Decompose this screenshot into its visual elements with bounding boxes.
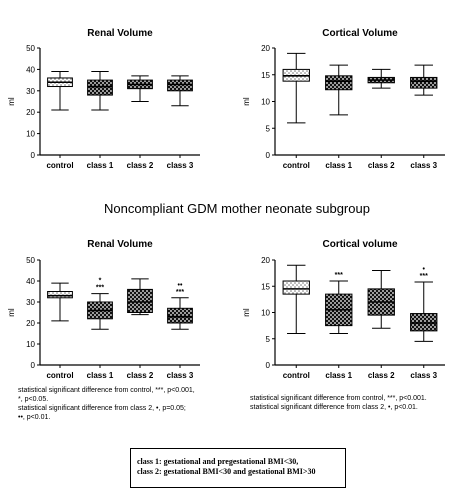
y-tick-label: 5 xyxy=(266,335,271,344)
significance-marker: *** xyxy=(335,272,343,279)
box-4 xyxy=(167,307,193,324)
significance-marker: • xyxy=(423,266,426,273)
box-1 xyxy=(47,291,73,299)
class-legend-box: class 1: gestational and pregestational … xyxy=(130,448,346,488)
box-1 xyxy=(282,280,310,295)
note-right-line: statistical significant difference from … xyxy=(250,395,427,402)
chart-title: Cortical Volume xyxy=(322,28,398,39)
significance-marker: *** xyxy=(420,273,428,280)
legend-line: class 1: gestational and pregestational … xyxy=(137,457,299,466)
notes-left: statistical significant difference from … xyxy=(18,386,233,422)
y-tick-label: 10 xyxy=(26,340,35,349)
significance-marker: *** xyxy=(176,289,184,296)
section-heading: Noncompliant GDM mother neonate subgroup xyxy=(104,201,370,216)
y-tick-label: 10 xyxy=(261,309,270,318)
chart-title: Cortical volume xyxy=(322,239,397,250)
y-tick-label: 30 xyxy=(26,298,35,307)
significance-marker: * xyxy=(99,278,102,285)
x-tick-label: class 1 xyxy=(87,161,114,170)
chart-panel-1: Renal Volume ml 0 10 20 30 40 50 control class 1 c… xyxy=(7,28,200,170)
y-tick-label: 15 xyxy=(261,71,270,80)
y-tick-label: 40 xyxy=(26,65,35,74)
box-4 xyxy=(167,79,193,92)
x-tick-label: class 2 xyxy=(127,161,154,170)
chart-panel-3: Renal Volume ml 0 10 20 30 40 50 control class 1 c… xyxy=(7,239,200,380)
x-tick-label: control xyxy=(283,371,310,380)
chart-title: Renal Volume xyxy=(87,28,153,39)
y-axis-label: ml xyxy=(7,97,16,106)
x-tick-label: class 2 xyxy=(368,161,395,170)
x-tick-label: class 1 xyxy=(325,371,352,380)
y-tick-label: 0 xyxy=(31,361,36,370)
x-tick-label: class 3 xyxy=(167,161,194,170)
y-tick-label: 0 xyxy=(266,151,271,160)
x-tick-label: class 2 xyxy=(127,371,154,380)
x-tick-label: class 3 xyxy=(167,371,194,380)
y-tick-label: 0 xyxy=(31,151,36,160)
box-2 xyxy=(87,79,113,96)
note-right-line: statistical significant difference from … xyxy=(250,404,418,411)
x-tick-label: class 1 xyxy=(87,371,114,380)
note-left-line: ••, p<0.01. xyxy=(18,414,51,421)
chart-title: Renal Volume xyxy=(87,239,153,250)
y-tick-label: 5 xyxy=(266,124,271,133)
note-left-line: statistical significant difference from … xyxy=(18,387,195,394)
note-left-line: *, p<0.05. xyxy=(18,396,49,403)
x-tick-label: control xyxy=(283,161,310,170)
note-left-line: statistical significant difference from … xyxy=(18,405,186,412)
chart-panel-4: Cortical volume ml 0 5 10 15 20 control class 1 c… xyxy=(242,239,445,380)
box-2 xyxy=(325,75,353,91)
x-tick-label: class 3 xyxy=(410,371,437,380)
y-tick-label: 15 xyxy=(261,282,270,291)
x-tick-label: control xyxy=(46,371,73,380)
y-tick-label: 40 xyxy=(26,277,35,286)
y-tick-label: 50 xyxy=(26,44,35,53)
y-tick-label: 10 xyxy=(26,130,35,139)
significance-marker: •• xyxy=(178,282,183,289)
y-tick-label: 20 xyxy=(26,319,35,328)
y-axis-label: ml xyxy=(7,308,16,317)
y-axis-label: ml xyxy=(242,97,251,106)
y-tick-label: 20 xyxy=(261,44,270,53)
y-tick-label: 50 xyxy=(26,256,35,265)
x-tick-label: class 3 xyxy=(410,161,437,170)
figure: Noncompliant GDM mother neonate subgroup… xyxy=(7,28,445,380)
x-tick-label: class 2 xyxy=(368,371,395,380)
y-tick-label: 20 xyxy=(26,108,35,117)
x-tick-label: control xyxy=(46,161,73,170)
y-tick-label: 20 xyxy=(261,256,270,265)
significance-marker: *** xyxy=(96,285,104,292)
box-3 xyxy=(127,288,153,313)
y-axis-label: ml xyxy=(242,308,251,317)
y-tick-label: 0 xyxy=(266,361,271,370)
legend-line: class 2: gestational BMI<30 and gestatio… xyxy=(137,467,316,476)
x-tick-label: class 1 xyxy=(325,161,352,170)
y-tick-label: 10 xyxy=(261,98,270,107)
notes-right: statistical significant difference from … xyxy=(250,394,472,412)
box-4 xyxy=(410,76,438,89)
y-tick-label: 30 xyxy=(26,87,35,96)
chart-panel-2: Cortical Volume ml 0 5 10 15 20 control class 1 c… xyxy=(242,28,445,170)
